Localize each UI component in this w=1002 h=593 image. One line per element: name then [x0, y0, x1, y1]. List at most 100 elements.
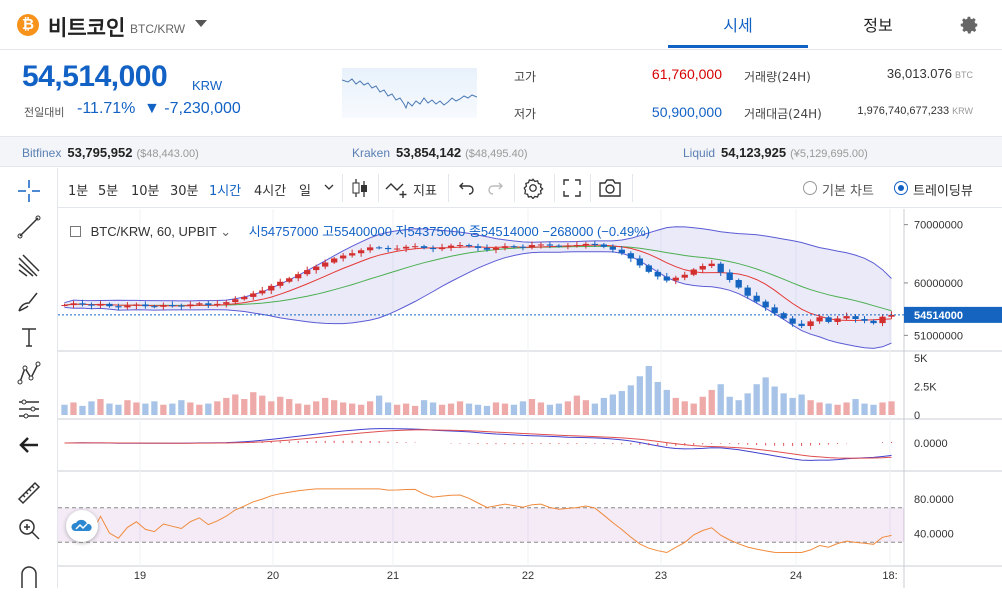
high-price: 61,760,000 [651, 66, 722, 82]
candle-body [331, 258, 338, 263]
volume-bar [510, 404, 518, 415]
interval-5m[interactable]: 5분 [98, 184, 119, 199]
settings-gear-icon[interactable] [958, 14, 980, 36]
indicators-button[interactable]: 지표 [413, 184, 437, 199]
candle-body [843, 316, 850, 319]
chart-symbol-label[interactable]: BTC/KRW, 60, UPBIT [90, 224, 217, 239]
volume-bar [753, 384, 760, 415]
macd-axis-label: 0.0000 [914, 438, 948, 450]
amount-24h: 1,976,740,677,233 KRW [857, 105, 973, 117]
volume-bar [70, 402, 77, 415]
candle-body [726, 272, 733, 280]
drawing-toolbar [0, 168, 58, 588]
candle-body [250, 293, 257, 297]
chart-area[interactable]: 19 20 21 22 23 24 18: 70000000 60000000 51000000 5… [58, 209, 1002, 588]
back-arrow-icon[interactable] [14, 430, 44, 460]
measure-tools-icon[interactable] [14, 394, 44, 424]
candle-body [286, 278, 293, 282]
volume-bar [537, 402, 545, 415]
candle-body [492, 247, 500, 250]
legend-expand-icon[interactable] [70, 226, 81, 237]
ruler-icon[interactable] [14, 478, 44, 508]
interval-4h[interactable]: 4시간 [254, 184, 287, 199]
exchange-bitfinex: Bitfinex 53,795,952 ($48,443.00) [22, 145, 199, 160]
indicator-icon[interactable] [384, 177, 410, 199]
candle-body [798, 323, 805, 327]
chart-settings-icon[interactable] [522, 177, 544, 199]
volume-bar [340, 402, 347, 415]
volume-bar [322, 397, 329, 415]
tradingview-radio[interactable] [894, 181, 908, 195]
tab-market[interactable]: 시세 [668, 0, 808, 48]
volume-bar [250, 392, 257, 415]
last-price-label: 54514000 [914, 310, 963, 322]
trend-line-icon[interactable] [14, 212, 44, 242]
basic-chart-radio[interactable] [803, 181, 817, 195]
candle-body [627, 253, 634, 259]
volume-bar [564, 401, 572, 415]
volume-bar [573, 395, 581, 415]
crosshair-icon[interactable] [14, 176, 44, 206]
chart-legend: BTC/KRW, 60, UPBIT ⌄ 시54757000 고55400000… [70, 221, 650, 240]
fullscreen-icon[interactable] [562, 178, 582, 198]
volume-bar [429, 402, 437, 415]
volume-bar [789, 397, 796, 415]
volume-bar [744, 393, 751, 415]
candle-body [61, 305, 68, 307]
x-axis-label: 18: [882, 570, 897, 582]
x-axis-label: 22 [522, 570, 534, 582]
volume-bar [196, 404, 203, 415]
interval-1m[interactable]: 1분 [68, 184, 89, 199]
candle-body [564, 245, 572, 247]
candle-body [510, 246, 518, 248]
low-price: 50,900,000 [651, 104, 722, 120]
volume-bar [366, 401, 374, 415]
coin-pair[interactable]: BTC/KRW [130, 22, 186, 36]
candle-body [187, 304, 194, 307]
coin-dropdown-icon[interactable] [195, 20, 207, 27]
interval-10m[interactable]: 10분 [131, 184, 160, 199]
zoom-in-icon[interactable] [14, 514, 44, 544]
volume-bar [555, 403, 563, 415]
candle-body [304, 270, 311, 275]
undo-icon[interactable] [458, 179, 476, 197]
magnet-icon[interactable] [14, 558, 44, 588]
volume-bar [618, 391, 625, 415]
candle-body [160, 305, 167, 307]
candle-body [357, 250, 365, 254]
price-chart-svg[interactable]: 19 20 21 22 23 24 18: 70000000 60000000 51000000 5… [58, 209, 1002, 588]
volume-bar [861, 403, 868, 415]
volume-bar [331, 400, 338, 415]
candle-body [411, 246, 419, 248]
candle-body [79, 303, 86, 305]
candle-body [402, 246, 410, 249]
candle-body [861, 319, 868, 321]
volume-bar [681, 401, 688, 415]
redo-icon[interactable] [486, 179, 504, 197]
volume-bar [654, 381, 661, 415]
volume-bar [780, 393, 787, 415]
tab-info[interactable]: 정보 [863, 16, 893, 35]
change-percent: -11.71% [77, 100, 136, 117]
volume-bar [160, 404, 167, 415]
candle-body [349, 253, 356, 256]
brush-icon[interactable] [14, 286, 44, 316]
interval-day[interactable]: 일 [299, 184, 311, 199]
interval-1h[interactable]: 1시간 [209, 184, 242, 199]
interval-30m[interactable]: 30분 [170, 184, 199, 199]
candle-body [636, 258, 643, 266]
candle-body [142, 304, 149, 307]
fib-tools-icon[interactable] [14, 250, 44, 280]
candle-style-icon[interactable] [350, 176, 370, 200]
coin-name[interactable]: 비트코인 [48, 16, 126, 40]
volume-bar [816, 402, 823, 415]
pattern-icon[interactable] [14, 358, 44, 388]
interval-dropdown-icon[interactable] [324, 184, 334, 192]
candle-body [663, 276, 670, 281]
text-icon[interactable] [14, 322, 44, 352]
chart-logo-button[interactable] [66, 510, 98, 542]
camera-icon[interactable] [598, 178, 622, 198]
candle-body [717, 263, 724, 273]
basic-chart-label[interactable]: 기본 차트 [822, 184, 874, 199]
tradingview-label[interactable]: 트레이딩뷰 [913, 184, 973, 199]
